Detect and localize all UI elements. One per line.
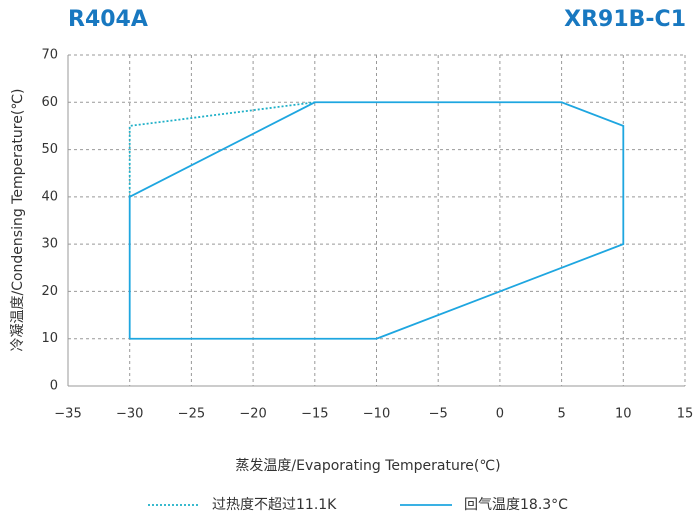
x-tick-label: −15 (301, 407, 328, 422)
x-tick-label: −30 (116, 407, 143, 422)
y-tick-label: 0 (50, 379, 58, 394)
x-tick-label: 15 (677, 407, 694, 422)
chart-title: R404A (68, 7, 148, 32)
y-tick-label: 40 (41, 189, 58, 204)
x-axis-label: 蒸发温度/Evaporating Temperature(℃) (235, 458, 500, 474)
y-tick-label: 50 (41, 142, 58, 157)
y-tick-label: 10 (41, 331, 58, 346)
x-tick-label: −35 (54, 407, 81, 422)
x-tick-label: 5 (557, 407, 565, 422)
y-tick-label: 60 (41, 95, 58, 110)
x-tick-label: 10 (615, 407, 632, 422)
x-tick-label: −10 (363, 407, 390, 422)
y-tick-label: 30 (41, 237, 58, 252)
legend-label: 回气温度18.3°C (464, 497, 568, 513)
x-tick-label: −20 (239, 407, 266, 422)
chart-subtitle: XR91B-C1 (564, 7, 686, 32)
x-tick-label: −5 (429, 407, 448, 422)
series-line (128, 101, 625, 340)
y-tick-label: 20 (41, 284, 58, 299)
y-axis-label: 冷凝温度/Condensing Temperature(℃) (10, 88, 26, 351)
y-tick-label: 70 (41, 48, 58, 63)
x-tick-label: −25 (178, 407, 205, 422)
x-tick-label: 0 (496, 407, 504, 422)
legend-label: 过热度不超过11.1K (212, 497, 337, 513)
